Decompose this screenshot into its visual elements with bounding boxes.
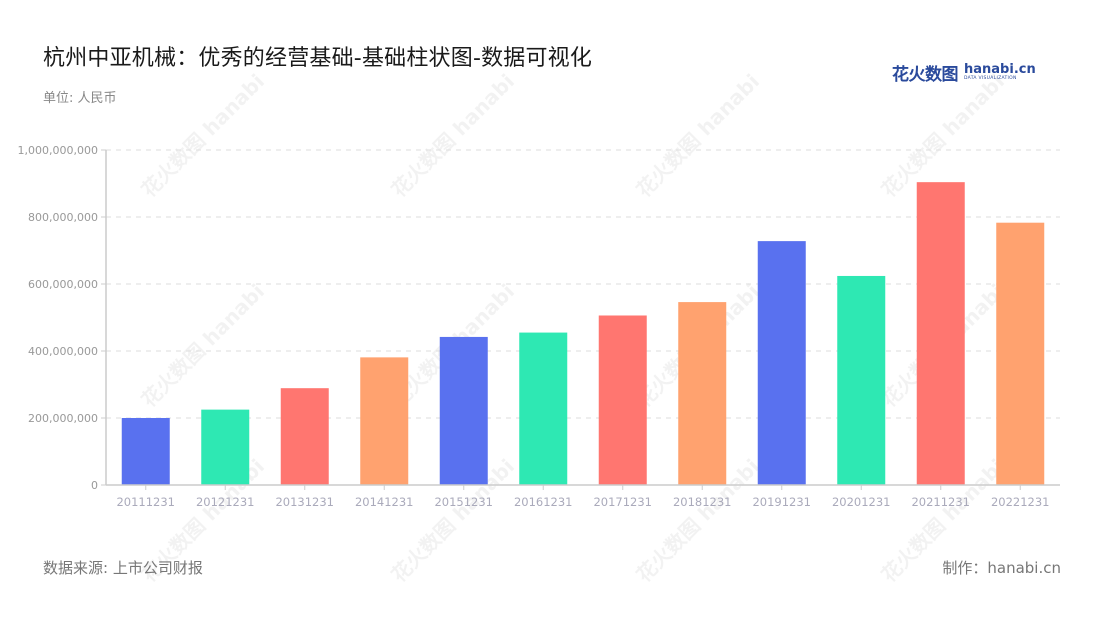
brand-logo: 花火数图 hanabi.cn DATA VISUALIZATION — [892, 60, 1036, 85]
y-tick-label: 0 — [91, 479, 98, 492]
x-tick-label: 20131231 — [275, 495, 334, 509]
bar-20181231 — [678, 302, 727, 485]
y-tick-label: 1,000,000,000 — [18, 144, 98, 157]
chart-title: 杭州中亚机械：优秀的经营基础-基础柱状图-数据可视化 — [43, 46, 593, 71]
bar-20141231 — [360, 357, 409, 485]
x-tick-label: 20201231 — [832, 495, 891, 509]
x-tick-label: 20111231 — [116, 495, 175, 509]
bar-20151231 — [439, 336, 488, 485]
bar-20171231 — [598, 315, 647, 485]
y-axis: 0 200,000,000 400,000,000 600,000,000 800,00… — [18, 144, 107, 492]
x-tick-label: 20161231 — [514, 495, 573, 509]
x-tick-label: 20191231 — [752, 495, 811, 509]
y-tick-label: 800,000,000 — [28, 211, 98, 224]
x-tick-label: 20171231 — [593, 495, 652, 509]
x-tick-label: 20221231 — [991, 495, 1050, 509]
logo-en-text: hanabi.cn — [964, 62, 1036, 78]
bar-20191231 — [757, 241, 806, 485]
logo-en: hanabi.cn DATA VISUALIZATION — [964, 63, 1036, 82]
unit-label: 单位: 人民币 — [43, 91, 117, 106]
x-axis: 20111231 20121231 20131231 20141231 20151231… — [106, 484, 1060, 509]
bar-20111231 — [121, 418, 170, 485]
y-tick-label: 200,000,000 — [28, 412, 98, 425]
logo-cn-text: 花火数图 — [892, 65, 959, 85]
logo-en-subtext: DATA VISUALIZATION — [964, 76, 1017, 82]
x-tick-label: 20121231 — [196, 495, 255, 509]
bar-20131231 — [280, 388, 329, 485]
x-tick-label: 20151231 — [434, 495, 493, 509]
bar-20121231 — [201, 409, 250, 485]
bar-20221231 — [996, 222, 1045, 485]
bar-20211231 — [916, 182, 965, 485]
x-tick-label: 20141231 — [355, 495, 414, 509]
bar-20201231 — [837, 275, 886, 485]
data-source: 数据来源: 上市公司财报 — [43, 559, 203, 577]
x-tick-label: 20181231 — [673, 495, 732, 509]
y-tick-label: 600,000,000 — [28, 278, 98, 291]
x-tick-label: 20211231 — [911, 495, 970, 509]
bar-20161231 — [519, 332, 568, 485]
y-tick-label: 400,000,000 — [28, 345, 98, 358]
credit: 制作：hanabi.cn — [942, 559, 1061, 577]
bars — [121, 182, 1045, 485]
